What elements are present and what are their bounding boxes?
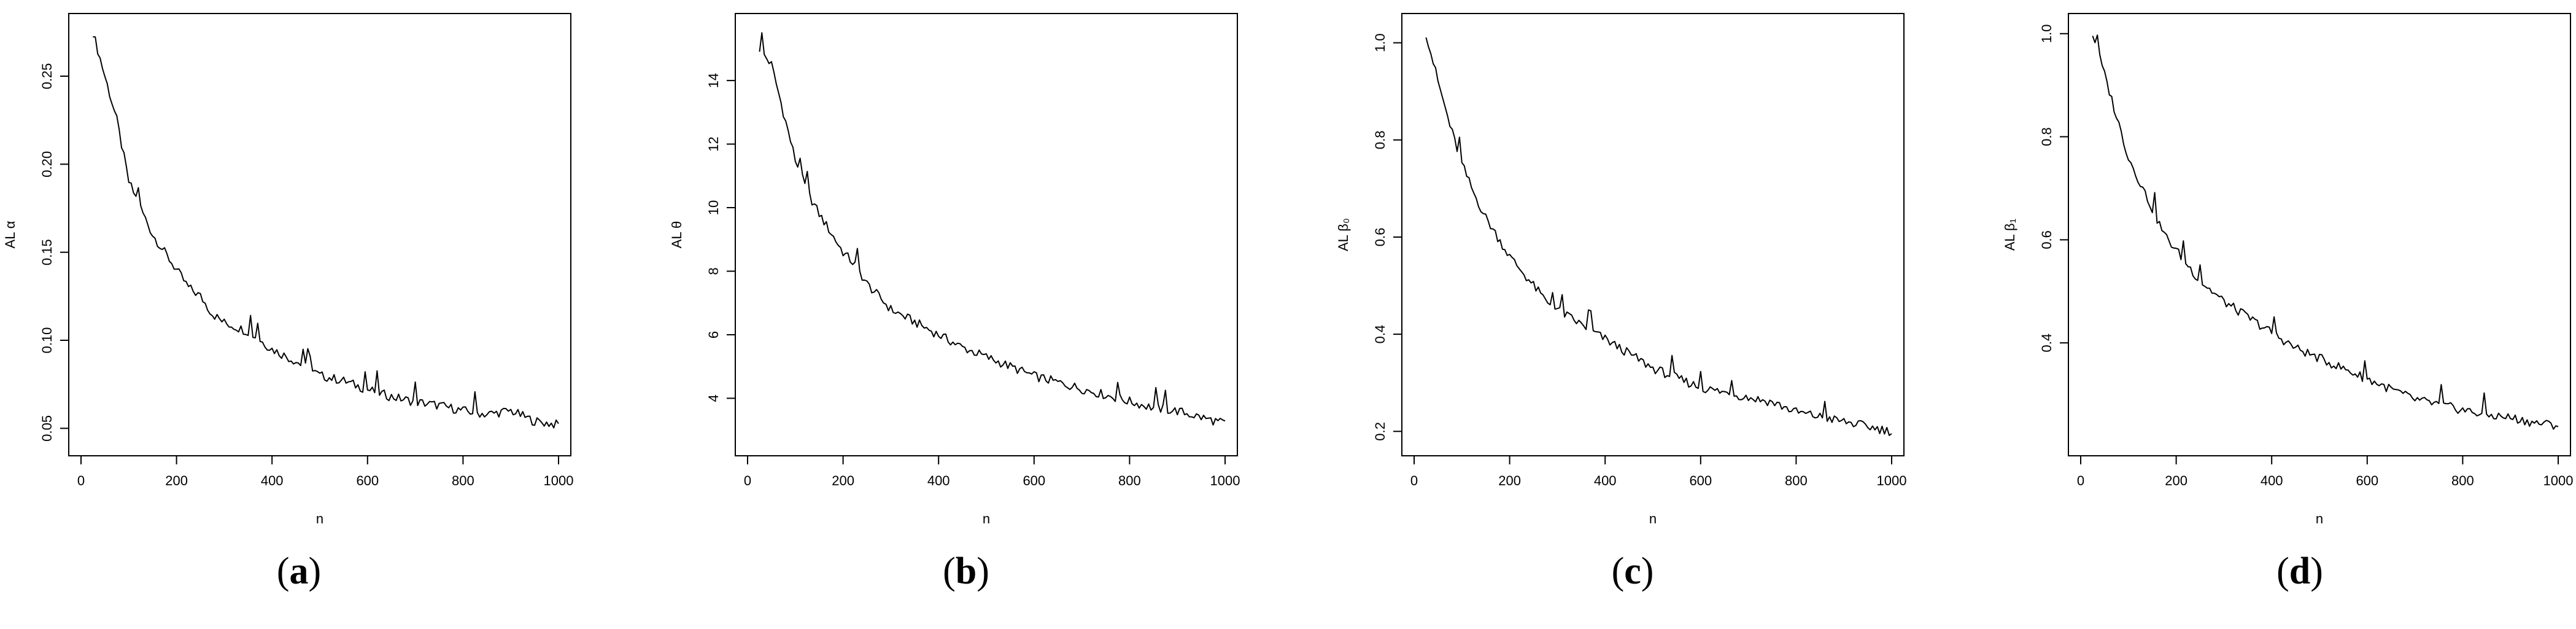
x-tick-label: 600	[356, 473, 379, 488]
x-tick-label: 600	[1023, 473, 1045, 488]
series-line	[1425, 37, 1892, 436]
chart-panel-3: 0 200 400 600 800 1000 0.2 0.4 0.6 0.8 1.0 n AL β₀	[1336, 13, 1907, 526]
x-tick-label: 600	[1689, 473, 1712, 488]
x-axis-label: n	[983, 511, 990, 526]
y-tick-label: 0.10	[39, 327, 55, 354]
y-tick-label: 10	[706, 200, 721, 215]
y-tick-label: 1.0	[1372, 33, 1388, 52]
y-tick-label: 6	[706, 331, 721, 338]
chart-panel-1: 0 200 400 600 800 1000 0.05 0.10 0.15 0.20 0.25 n AL…	[2, 13, 574, 526]
y-tick-label: 0.8	[1372, 130, 1388, 149]
x-tick-label: 400	[1594, 473, 1617, 488]
x-tick-label: 400	[261, 473, 284, 488]
x-tick-label: 200	[1498, 473, 1521, 488]
x-tick-label: 200	[165, 473, 188, 488]
x-tick-label: 200	[832, 473, 854, 488]
x-axis-label: n	[1649, 511, 1657, 526]
y-tick-label: 0.20	[39, 151, 55, 178]
y-tick-label: 0.8	[2039, 127, 2054, 146]
x-tick-label: 400	[2261, 473, 2283, 488]
x-tick-label: 0	[77, 473, 85, 488]
caption-d: (d)	[2276, 550, 2323, 592]
x-tick-label: 200	[2165, 473, 2187, 488]
y-tick-label: 8	[706, 267, 721, 275]
plot-frame	[735, 13, 1238, 456]
y-tick-label: 0.6	[1372, 228, 1388, 247]
x-tick-label: 800	[1785, 473, 1808, 488]
x-tick-label: 0	[1410, 473, 1418, 488]
chart-panel-2: 0 200 400 600 800 1000 4 6 8 10 12 14 n AL θ	[669, 13, 1240, 526]
plot-frame	[1401, 13, 1905, 456]
series-line	[759, 32, 1226, 426]
x-tick-label: 0	[744, 473, 751, 488]
y-axis-label: AL β₀	[1336, 218, 1351, 251]
x-tick-label: 800	[1118, 473, 1141, 488]
y-tick-label: 0.2	[1372, 422, 1388, 441]
y-axis-label: AL α	[2, 221, 18, 248]
plot-frame	[2068, 13, 2571, 456]
y-tick-label: 0.6	[2039, 230, 2054, 249]
y-tick-label: 0.05	[39, 415, 55, 442]
x-tick-label: 600	[2356, 473, 2378, 488]
x-tick-label: 800	[452, 473, 474, 488]
y-axis-label: AL θ	[669, 221, 684, 248]
y-tick-label: 14	[706, 73, 721, 88]
x-axis-label: n	[2316, 511, 2323, 526]
y-tick-label: 1.0	[2039, 24, 2054, 43]
y-tick-label: 12	[706, 136, 721, 151]
x-tick-label: 800	[2451, 473, 2474, 488]
x-tick-label: 1000	[544, 473, 574, 488]
y-tick-label: 0.25	[39, 63, 55, 90]
y-axis-label: AL β₁	[2002, 219, 2017, 251]
caption-c: (c)	[1611, 550, 1654, 592]
plot-frame	[68, 13, 571, 456]
x-tick-label: 1000	[2543, 473, 2574, 488]
y-tick-label: 4	[706, 394, 721, 402]
y-tick-label: 0.15	[39, 239, 55, 265]
x-tick-label: 0	[2077, 473, 2084, 488]
series-line	[2092, 34, 2559, 430]
caption-b: (b)	[943, 550, 989, 592]
y-tick-label: 0.4	[1372, 325, 1388, 344]
x-tick-label: 1000	[1877, 473, 1907, 488]
series-line	[93, 36, 559, 429]
caption-a: (a)	[276, 550, 322, 592]
x-tick-label: 1000	[1210, 473, 1240, 488]
x-axis-label: n	[316, 511, 323, 526]
y-tick-label: 0.4	[2039, 334, 2054, 353]
chart-panel-4: 0 200 400 600 800 1000 0.4 0.6 0.8 1.0 n AL β₁	[2002, 13, 2574, 526]
x-tick-label: 400	[927, 473, 950, 488]
